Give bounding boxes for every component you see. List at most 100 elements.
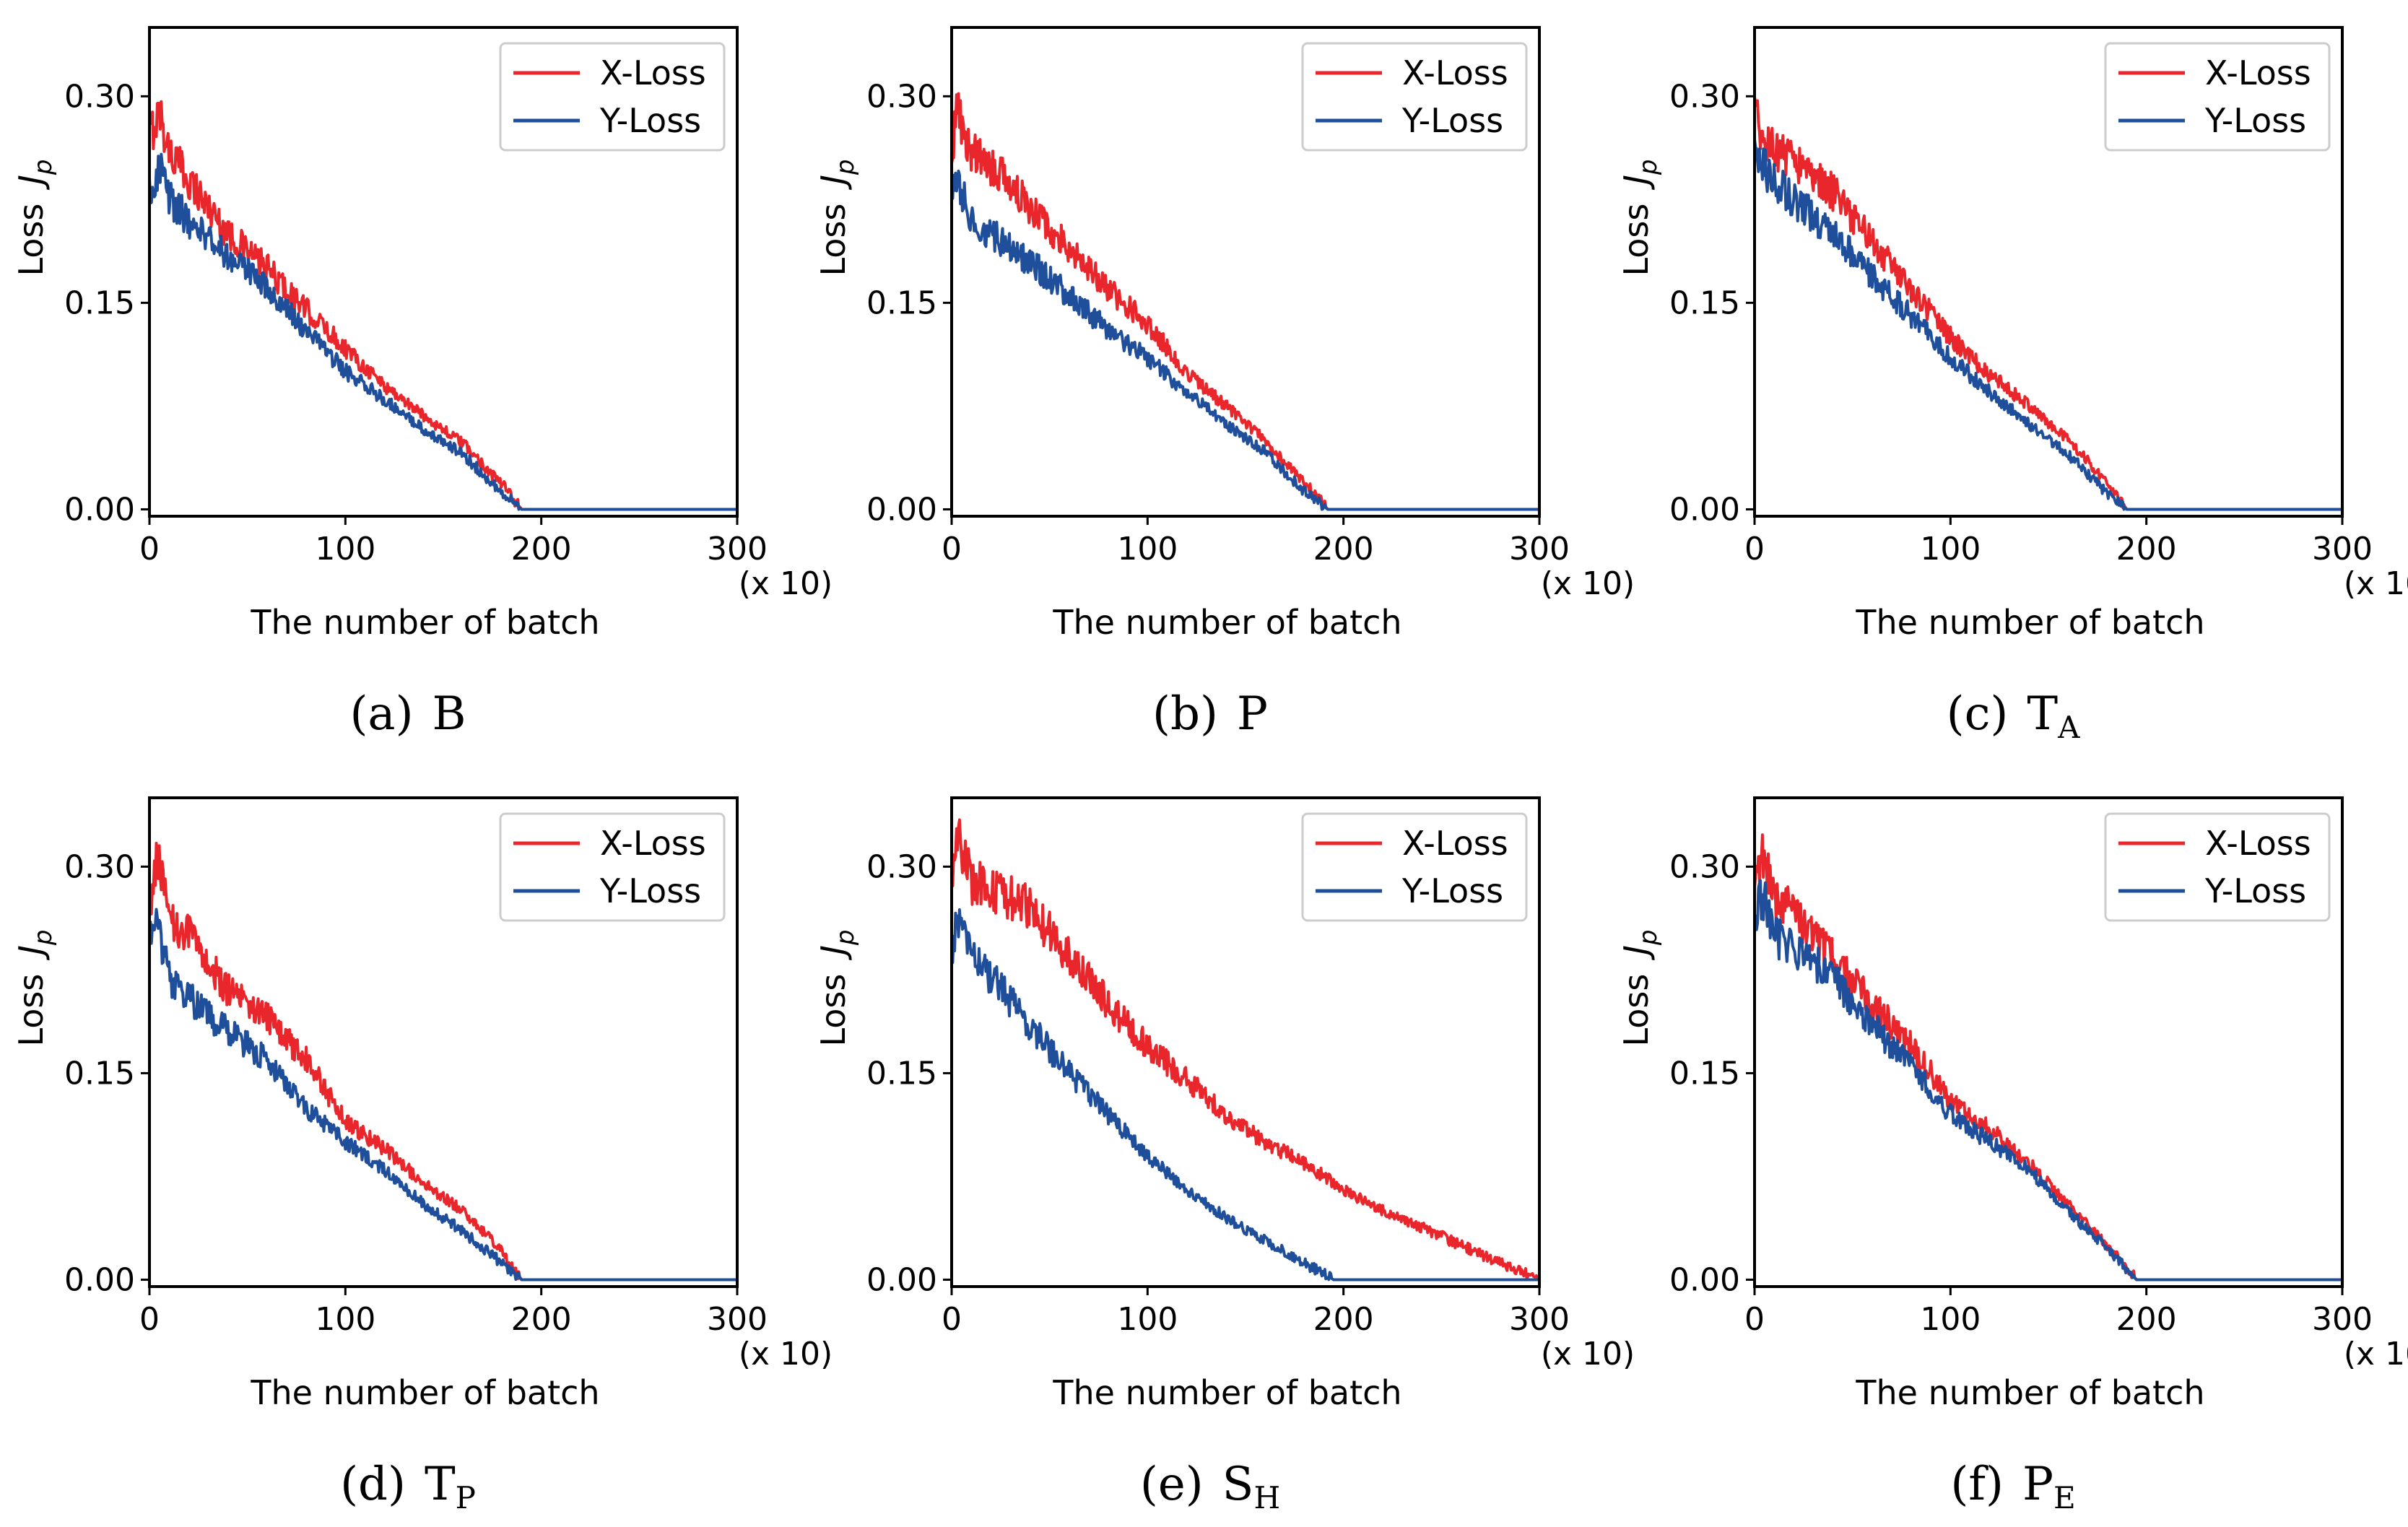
plot-border — [1753, 26, 2344, 518]
x-multiplier-label: (x 10) — [1541, 565, 1635, 602]
y-tick-label: 0.00 — [866, 1261, 937, 1298]
y-tick-label: 0.15 — [1669, 284, 1740, 321]
chart-panel-a: 0 100 200 300(x 10) 0.00 0.15 0.30 The number o… — [12, 26, 833, 642]
x-tick-label: 100 — [1117, 1301, 1178, 1338]
legend: X-Loss Y-Loss — [499, 812, 726, 922]
x-tick-label: 300 — [1509, 1301, 1570, 1338]
series-line-x-loss — [950, 818, 1540, 1282]
y-axis-label: LossJp — [814, 929, 860, 1046]
x-axis-label: The number of batch — [1855, 603, 2204, 642]
y-tick-label: 0.15 — [64, 1055, 135, 1092]
x-axis-label: The number of batch — [1052, 603, 1401, 642]
y-axis-label: LossJp — [12, 929, 58, 1046]
x-tick-label: 200 — [511, 1301, 572, 1338]
legend-box — [499, 42, 726, 152]
x-tick-label: 200 — [511, 531, 572, 567]
legend: X-Loss Y-Loss — [2104, 812, 2331, 922]
x-tick-label: 0 — [1744, 531, 1765, 567]
y-tick-label: 0.15 — [1669, 1055, 1740, 1092]
legend-label: Y-Loss — [599, 101, 701, 140]
x-tick-label: 100 — [1117, 531, 1178, 567]
y-axis-label: LossJp — [814, 159, 860, 276]
y-tick-label: 0.00 — [866, 491, 937, 528]
chart-panel-d: 0 100 200 300(x 10) 0.00 0.15 0.30 The number o… — [12, 796, 833, 1412]
y-tick-label: 0.30 — [1669, 848, 1740, 885]
legend-label: X-Loss — [2205, 53, 2311, 92]
plot-border — [950, 26, 1541, 518]
series-line-y-loss — [1753, 879, 2343, 1282]
legend-label: Y-Loss — [1401, 101, 1503, 140]
x-multiplier-label: (x 10) — [739, 565, 833, 602]
plot-border — [950, 796, 1541, 1288]
x-axis-label: The number of batch — [1052, 1373, 1401, 1412]
x-tick-label: 300 — [1509, 531, 1570, 567]
x-tick-label: 0 — [942, 531, 962, 567]
legend-label: Y-Loss — [1401, 871, 1503, 910]
panel-caption: (a) B — [349, 687, 466, 741]
legend: X-Loss Y-Loss — [1301, 42, 1528, 152]
panel-caption: (b) P — [1152, 687, 1268, 741]
y-axis-label: LossJp — [1617, 159, 1663, 276]
series-line-y-loss — [148, 152, 738, 511]
x-tick-label: 0 — [942, 1301, 962, 1338]
y-tick-label: 0.15 — [64, 284, 135, 321]
x-tick-label: 100 — [1920, 1301, 1981, 1338]
x-tick-label: 300 — [707, 1301, 768, 1338]
x-tick-label: 300 — [707, 531, 768, 567]
series-line-y-loss — [1753, 139, 2343, 511]
y-tick-label: 0.00 — [64, 1261, 135, 1298]
x-tick-label: 100 — [315, 1301, 375, 1338]
x-multiplier-label: (x 10) — [2344, 1336, 2408, 1372]
x-axis-label: The number of batch — [1855, 1373, 2204, 1412]
y-tick-label: 0.15 — [866, 1055, 937, 1092]
x-tick-label: 0 — [139, 1301, 160, 1338]
x-axis-label: The number of batch — [250, 603, 599, 642]
x-tick-label: 100 — [315, 531, 375, 567]
legend-label: Y-Loss — [599, 871, 701, 910]
x-multiplier-label: (x 10) — [2344, 565, 2408, 602]
x-tick-label: 0 — [1744, 1301, 1765, 1338]
panel-caption: (f) PE — [1950, 1458, 2075, 1515]
x-tick-label: 0 — [139, 531, 160, 567]
y-tick-label: 0.30 — [866, 848, 937, 885]
legend-label: X-Loss — [1402, 824, 1508, 863]
x-tick-label: 200 — [2116, 1301, 2177, 1338]
y-tick-label: 0.30 — [64, 78, 135, 115]
chart-panel-f: 0 100 200 300(x 10) 0.00 0.15 0.30 The number o… — [1617, 796, 2408, 1412]
legend-label: X-Loss — [1402, 53, 1508, 92]
y-tick-label: 0.00 — [1669, 491, 1740, 528]
legend-label: Y-Loss — [2204, 871, 2306, 910]
x-tick-label: 200 — [2116, 531, 2177, 567]
legend-box — [1301, 42, 1528, 152]
legend-label: X-Loss — [2205, 824, 2311, 863]
x-tick-label: 200 — [1313, 531, 1374, 567]
legend-box — [499, 812, 726, 922]
panel-caption: (e) SH — [1140, 1458, 1280, 1515]
legend-label: Y-Loss — [2204, 101, 2306, 140]
panel-caption: (c) TA — [1947, 687, 2080, 745]
legend-box — [2104, 42, 2331, 152]
y-axis-label: LossJp — [12, 159, 58, 276]
x-tick-label: 100 — [1920, 531, 1981, 567]
chart-panel-b: 0 100 200 300(x 10) 0.00 0.15 0.30 The number o… — [814, 26, 1635, 642]
legend-box — [1301, 812, 1528, 922]
legend-label: X-Loss — [600, 824, 706, 863]
x-multiplier-label: (x 10) — [1541, 1336, 1635, 1372]
y-tick-label: 0.30 — [1669, 78, 1740, 115]
legend: X-Loss Y-Loss — [499, 42, 726, 152]
series-line-y-loss — [950, 908, 1540, 1282]
x-multiplier-label: (x 10) — [739, 1336, 833, 1372]
series-line-y-loss — [148, 908, 738, 1282]
y-tick-label: 0.30 — [64, 848, 135, 885]
y-tick-label: 0.15 — [866, 284, 937, 321]
plot-border — [1753, 796, 2344, 1288]
legend-box — [2104, 812, 2331, 922]
plot-border — [148, 26, 739, 518]
y-tick-label: 0.30 — [866, 78, 937, 115]
legend-label: X-Loss — [600, 53, 706, 92]
x-tick-label: 200 — [1313, 1301, 1374, 1338]
x-axis-label: The number of batch — [250, 1373, 599, 1412]
x-tick-label: 300 — [2312, 531, 2373, 567]
series-line-y-loss — [950, 169, 1540, 511]
